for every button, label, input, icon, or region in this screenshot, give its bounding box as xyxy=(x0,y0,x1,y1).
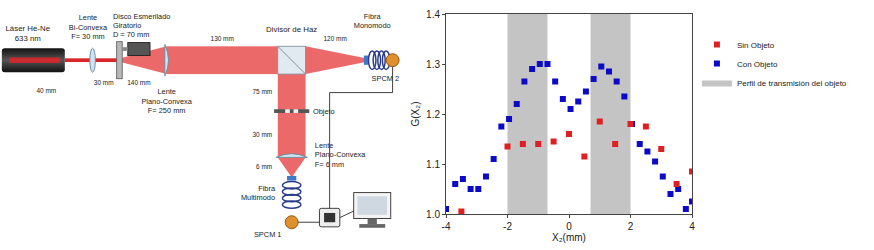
svg-text:1.3: 1.3 xyxy=(426,59,440,70)
svg-text:-2: -2 xyxy=(503,221,512,232)
svg-text:Lente: Lente xyxy=(157,87,176,96)
svg-text:Perfil de transmisión del obje: Perfil de transmisión del objeto xyxy=(737,79,847,88)
svg-text:120 mm: 120 mm xyxy=(323,35,346,42)
svg-text:Plano-Convexa: Plano-Convexa xyxy=(315,150,366,159)
svg-text:Con Objeto: Con Objeto xyxy=(737,60,778,69)
svg-text:Láser He-Ne: Láser He-Ne xyxy=(5,24,50,33)
svg-text:Fibra: Fibra xyxy=(364,12,382,21)
svg-text:Lente: Lente xyxy=(79,13,98,22)
svg-text:-4: -4 xyxy=(442,221,451,232)
svg-text:Lente: Lente xyxy=(315,141,334,150)
svg-text:G(X₂): G(X₂) xyxy=(410,102,421,127)
svg-text:140 mm: 140 mm xyxy=(127,79,150,86)
svg-text:40 mm: 40 mm xyxy=(36,87,56,94)
svg-text:Sin Objeto: Sin Objeto xyxy=(737,41,775,50)
svg-text:F= 30 mm: F= 30 mm xyxy=(71,32,104,41)
svg-text:SPCM 1: SPCM 1 xyxy=(254,230,282,239)
svg-text:X₂(mm): X₂(mm) xyxy=(552,232,586,243)
svg-text:SPCM 2: SPCM 2 xyxy=(372,74,400,83)
svg-text:F= 250 mm: F= 250 mm xyxy=(148,106,186,115)
svg-text:1.4: 1.4 xyxy=(426,9,440,20)
svg-text:Giratorio: Giratorio xyxy=(113,21,141,30)
svg-text:Disco Esmerilado: Disco Esmerilado xyxy=(113,12,171,21)
svg-text:75 mm: 75 mm xyxy=(252,88,272,95)
svg-text:1.2: 1.2 xyxy=(426,109,440,120)
svg-text:Multimodo: Multimodo xyxy=(241,193,275,202)
svg-text:Plano-Convexa: Plano-Convexa xyxy=(141,97,192,106)
svg-text:0: 0 xyxy=(566,221,572,232)
svg-text:1.0: 1.0 xyxy=(426,209,440,220)
svg-text:D = 70 mm: D = 70 mm xyxy=(113,30,149,39)
svg-text:30 mm: 30 mm xyxy=(252,131,272,138)
svg-text:F= 6 mm: F= 6 mm xyxy=(314,159,345,169)
svg-text:30 mm: 30 mm xyxy=(94,79,114,86)
svg-text:130 mm: 130 mm xyxy=(211,35,234,42)
svg-text:4: 4 xyxy=(689,221,695,232)
svg-text:Bi-Convexa: Bi-Convexa xyxy=(69,23,108,32)
svg-text:Objeto: Objeto xyxy=(313,107,335,116)
svg-text:Monomodo: Monomodo xyxy=(354,21,391,30)
svg-text:1.1: 1.1 xyxy=(426,159,440,170)
svg-text:Fibra: Fibra xyxy=(258,184,276,193)
svg-text:Divisor de Haz: Divisor de Haz xyxy=(266,25,317,34)
svg-text:633 nm: 633 nm xyxy=(15,34,42,43)
svg-text:2: 2 xyxy=(628,221,634,232)
svg-text:6 mm: 6 mm xyxy=(256,163,272,170)
